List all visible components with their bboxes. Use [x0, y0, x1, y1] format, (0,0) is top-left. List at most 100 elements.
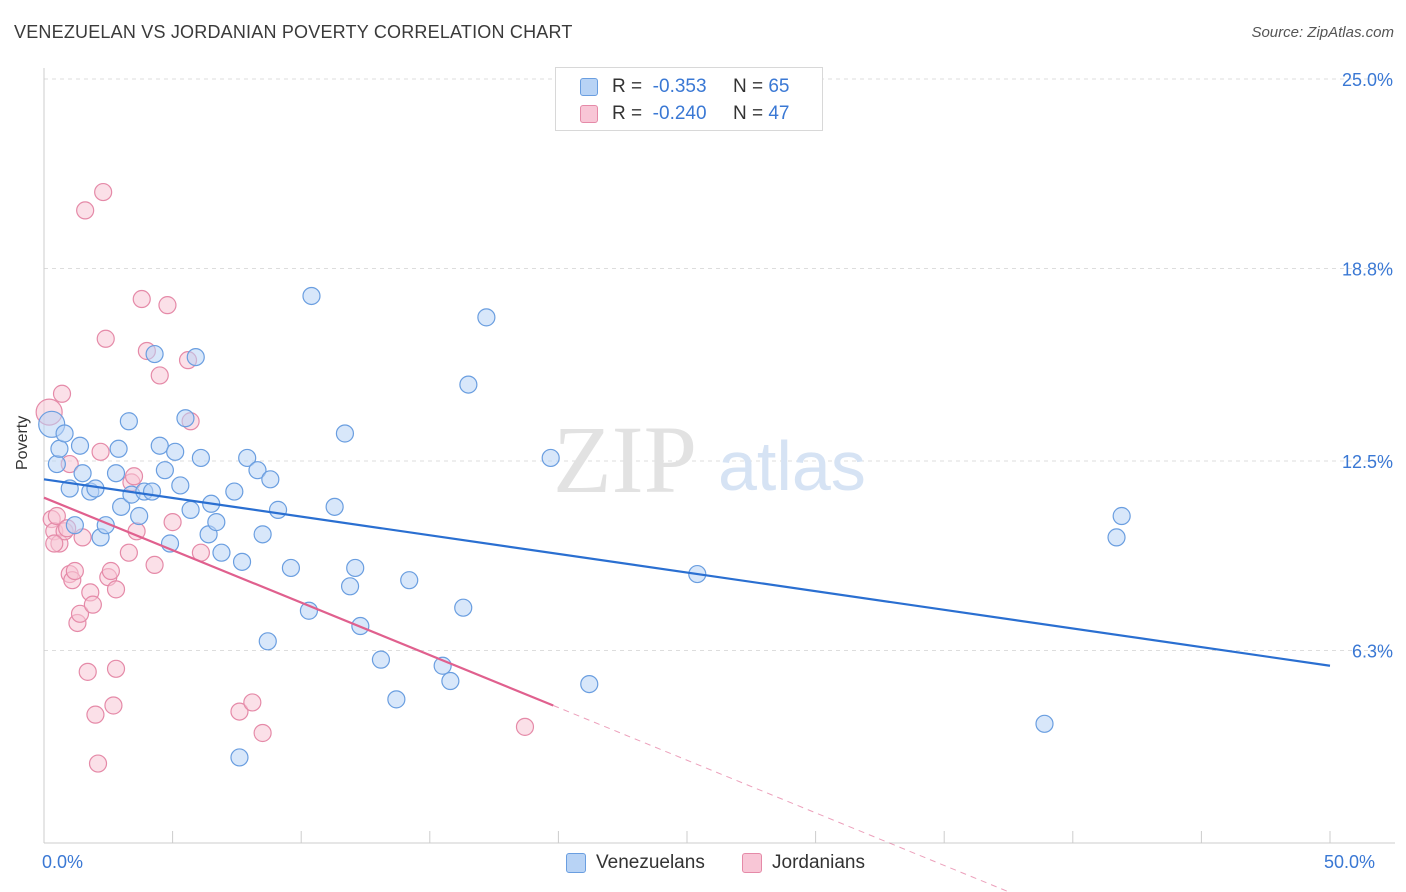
jordanians-point [45, 534, 64, 553]
venezuelans-point [261, 470, 280, 489]
correlation-legend: R = -0.353 N = 65 R = -0.240 N = 47 [555, 67, 823, 131]
jordanians-point [91, 442, 110, 461]
venezuelans-point [325, 497, 344, 516]
venezuelans-legend-swatch [566, 853, 586, 873]
venezuelans-point [258, 632, 277, 651]
venezuelans-point [155, 461, 174, 480]
jordanians-point [86, 705, 105, 724]
jordanians-point [158, 296, 177, 315]
jordanians-point [106, 580, 126, 599]
venezuelans-point [387, 690, 406, 709]
legend-r-label: R = [612, 76, 643, 97]
watermark-zip: ZIP [553, 406, 697, 513]
watermark: ZIP atlas [553, 406, 866, 513]
venezuelans-point [112, 497, 131, 516]
venezuelans-trend-line [43, 478, 1331, 667]
venezuelans-point [166, 442, 185, 461]
venezuelans-point [1107, 528, 1126, 547]
venezuelans-point [50, 439, 69, 458]
jordanians-legend-swatch [742, 853, 762, 873]
legend-n-label: N = [732, 103, 764, 124]
jordanians-legend-label: Jordanians [772, 852, 865, 873]
venezuelans-point [580, 674, 599, 694]
legend-n-label: N = [732, 76, 764, 97]
jordanians-point [515, 717, 535, 736]
source-label: Source: ZipAtlas.com [1251, 24, 1394, 41]
venezuelans-point [400, 571, 419, 590]
venezuelans-point [335, 424, 355, 443]
venezuelans-point [142, 482, 162, 501]
legend-n-value: 47 [768, 103, 790, 124]
venezuelans-point [232, 552, 252, 571]
venezuelans-point [441, 671, 460, 691]
jordanians-point [88, 754, 108, 773]
venezuelans-point [119, 412, 138, 431]
chart-title: VENEZUELAN VS JORDANIAN POVERTY CORRELAT… [14, 22, 573, 42]
venezuelans-point [346, 558, 365, 578]
venezuelans-point [70, 436, 90, 455]
jordanians-point [96, 329, 115, 348]
jordanians-point [65, 561, 84, 581]
venezuelans-point [238, 448, 257, 468]
jordanians-trend-line [43, 496, 554, 707]
x-tick-label-min: 0.0% [42, 852, 84, 872]
jordanians-point [76, 201, 95, 220]
x-tick-label-max: 50.0% [1324, 852, 1376, 872]
venezuelans-legend-label: Venezuelans [596, 852, 705, 873]
jordanians-point [52, 384, 72, 403]
venezuelans-point [65, 516, 84, 535]
venezuelans-points [38, 286, 1131, 767]
series-legend: Venezuelans Jordanians [0, 852, 1406, 878]
venezuelans-point [230, 748, 249, 767]
jordanians-point [119, 543, 138, 562]
y-tick-label: 25.0% [1342, 70, 1393, 90]
y-tick-label: 12.5% [1342, 452, 1393, 472]
venezuelans-point [454, 598, 473, 617]
trend-lines [43, 478, 1331, 892]
y-tick-label: 18.8% [1342, 259, 1393, 279]
jordanians-point [47, 506, 66, 526]
venezuelans-point [73, 464, 92, 483]
venezuelans-point [150, 436, 169, 455]
venezuelans-point [55, 424, 74, 443]
jordanians-point [124, 467, 144, 486]
jordanians-point [78, 662, 97, 681]
venezuelans-point [109, 439, 128, 458]
jordanians-point [104, 696, 123, 715]
venezuelans-point [130, 506, 149, 526]
venezuelans-point [145, 344, 164, 364]
legend-r-value: -0.240 [652, 103, 707, 124]
jordanians-point [106, 659, 126, 678]
legend-row-jordanians: R = -0.240 N = 47 [580, 101, 789, 127]
venezuelans-point [207, 513, 226, 532]
venezuelans-point [212, 543, 231, 562]
venezuelans-point [191, 448, 210, 468]
legend-item-jordanians: Jordanians [742, 852, 865, 874]
legend-row-venezuelans: R = -0.353 N = 65 [580, 74, 789, 100]
jordanians-point [101, 561, 120, 581]
legend-r-value: -0.353 [652, 76, 707, 97]
venezuelans-point [371, 650, 391, 669]
jordanians-point [70, 604, 90, 623]
venezuelans-point [541, 448, 560, 468]
venezuelans-point [181, 500, 200, 519]
venezuelans-point [248, 461, 267, 480]
jordanians-point [230, 702, 249, 721]
y-tick-labels: 6.3% 12.5% 18.8% 25.0% [1342, 70, 1393, 661]
legend-n-value: 65 [768, 76, 790, 97]
venezuelans-point [340, 577, 360, 596]
jordanians-point [163, 513, 182, 532]
jordanians-point [145, 555, 164, 575]
jordanians-point [243, 693, 262, 712]
venezuelans-point [1035, 714, 1054, 733]
venezuelans-point [225, 482, 244, 501]
jordanians-point [253, 723, 272, 743]
jordanians-point [83, 595, 102, 614]
venezuelans-point [47, 454, 66, 474]
axes [43, 68, 1395, 844]
venezuelans-point [171, 476, 190, 495]
venezuelans-point [106, 464, 126, 483]
venezuelans-point [459, 375, 478, 394]
watermark-atlas: atlas [718, 427, 866, 505]
